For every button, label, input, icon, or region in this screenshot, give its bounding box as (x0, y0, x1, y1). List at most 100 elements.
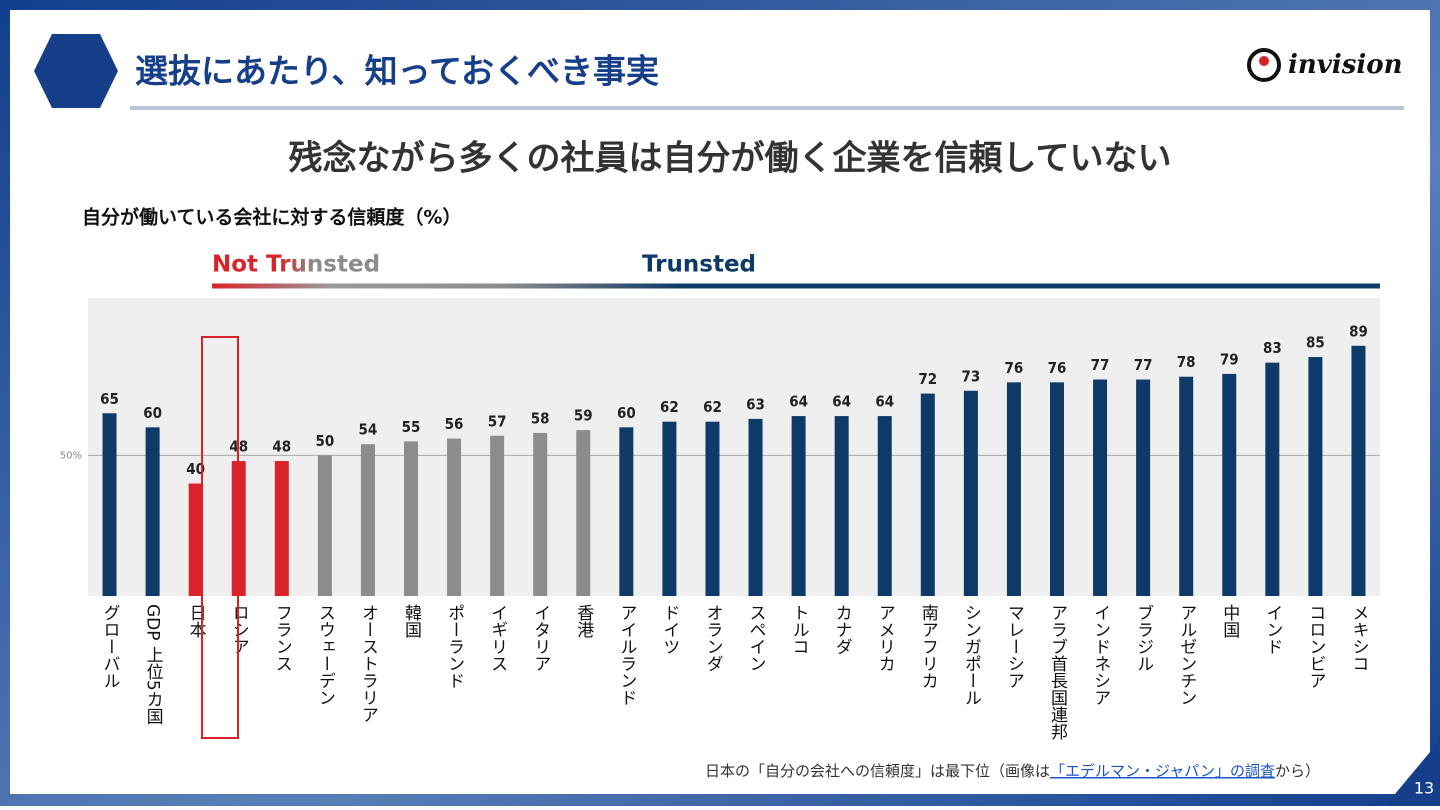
value-label: 50 (315, 432, 334, 450)
bar (834, 416, 849, 596)
x-tick-label: シンガポール (961, 604, 981, 706)
x-tick-label: イタリア (530, 604, 550, 672)
value-label: 58 (531, 409, 550, 427)
value-label: 59 (574, 407, 593, 425)
corner (1385, 740, 1440, 806)
value-label: 60 (617, 404, 636, 422)
footnote-text: 日本の「自分の会社への信頼度」は最下位（画像は (705, 762, 1050, 780)
value-label: 76 (1005, 359, 1024, 377)
x-tick-label: グローバル (100, 604, 120, 689)
bar (748, 418, 763, 596)
x-tick-label: トルコ (789, 604, 809, 655)
x-tick-label: ドイツ (659, 604, 679, 655)
x-tick-label: インド (1262, 604, 1282, 655)
value-label: 77 (1134, 356, 1153, 374)
bar (705, 421, 720, 596)
bar (188, 483, 203, 596)
value-label: 60 (143, 404, 162, 422)
bar (1136, 379, 1151, 596)
value-label: 79 (1220, 350, 1239, 368)
value-label: 83 (1263, 339, 1282, 357)
value-label: 85 (1306, 334, 1325, 352)
value-label: 72 (918, 370, 937, 388)
value-label: 65 (100, 390, 119, 408)
x-tick-label: GDP 上位5カ国 (143, 604, 164, 725)
bar (533, 432, 548, 596)
value-label: 76 (1048, 359, 1067, 377)
value-label: 62 (703, 398, 722, 416)
bar (1308, 357, 1323, 596)
x-tick-label: オーストラリア (358, 604, 378, 723)
bar (1222, 373, 1237, 596)
highlight-box (201, 336, 239, 739)
annotation: Trunsted (642, 252, 756, 278)
bar (920, 393, 935, 596)
value-label: 64 (789, 393, 808, 411)
x-tick-label: スウェーデン (315, 604, 335, 706)
plot-area (88, 298, 1380, 596)
value-label: 55 (402, 418, 421, 436)
x-tick-label: メキシコ (1348, 604, 1368, 672)
bar (274, 461, 289, 596)
x-tick-label: カナダ (832, 604, 852, 655)
annotation: Not Trunsted (212, 252, 380, 278)
x-tick-label: 日本 (186, 604, 207, 638)
bar (447, 438, 462, 596)
x-tick-label: インドネシア (1090, 604, 1110, 706)
x-tick-label: ブラジル (1133, 604, 1153, 672)
footnote-text: から） (1275, 762, 1320, 780)
x-tick-label: 韓国 (401, 604, 422, 638)
header-hexagon (34, 34, 118, 108)
bar (1006, 382, 1021, 596)
logo-icon (1247, 48, 1281, 82)
bar (1093, 379, 1108, 596)
bar (619, 427, 634, 596)
y-tick-label: 50% (60, 450, 82, 461)
value-label: 77 (1091, 356, 1110, 374)
bar (963, 390, 978, 596)
value-label: 54 (359, 421, 378, 439)
x-tick-label: フランス (272, 604, 292, 672)
bar (791, 416, 806, 596)
x-tick-label: ポーランド (444, 604, 464, 689)
x-tick-label: イギリス (487, 604, 507, 672)
x-tick-label: 中国 (1219, 604, 1239, 638)
footnote: 日本の「自分の会社への信頼度」は最下位（画像は「エデルマン・ジャパン」の調査から… (705, 762, 1320, 780)
bar (877, 416, 892, 596)
value-label: 78 (1177, 353, 1196, 371)
value-label: 73 (961, 367, 980, 385)
value-label: 89 (1349, 322, 1368, 340)
x-tick-label: 香港 (573, 604, 594, 638)
bar (102, 413, 117, 596)
value-label: 40 (186, 460, 205, 478)
value-label: 62 (660, 398, 679, 416)
bar (404, 441, 418, 596)
x-tick-label: マレーシア (1004, 604, 1024, 689)
logo-dot (1259, 56, 1269, 66)
x-tick-label: 南アフリカ (918, 604, 938, 689)
x-tick-label: コロンビア (1305, 604, 1325, 689)
chart-title: 自分が働いている会社に対する信頼度（%） (82, 206, 461, 229)
bar (1050, 382, 1064, 596)
x-tick-label: アルゼンチン (1176, 604, 1196, 706)
bar (662, 421, 677, 596)
x-tick-label: アラブ首長国連邦 (1047, 604, 1068, 740)
x-tick-label: アイルランド (616, 604, 636, 706)
x-tick-label: オランダ (702, 604, 722, 672)
value-label: 48 (272, 438, 291, 456)
bar (1179, 376, 1194, 596)
page-number: 13 (1414, 779, 1434, 798)
value-label: 64 (875, 393, 894, 411)
logo-text: invision (1288, 50, 1403, 80)
bar (1265, 362, 1280, 596)
bar (576, 430, 591, 596)
bar (317, 455, 332, 596)
heading: 残念ながら多くの社員は自分が働く企業を信頼していない (289, 139, 1172, 179)
value-label: 64 (832, 393, 851, 411)
bar (490, 435, 505, 596)
header-title: 選抜にあたり、知っておくべき事実 (135, 52, 659, 91)
footnote-link[interactable]: 「エデルマン・ジャパン」の調査 (1050, 762, 1275, 780)
bar (360, 444, 375, 596)
value-label: 57 (488, 412, 507, 430)
